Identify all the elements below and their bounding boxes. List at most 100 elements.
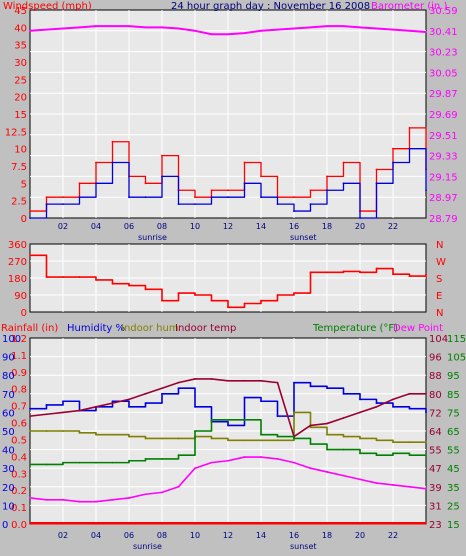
series-humidity--point xyxy=(293,381,295,384)
x-tick-label: 06 xyxy=(124,222,134,231)
series-barometer-point xyxy=(210,33,213,36)
series-humidity--point xyxy=(260,400,262,403)
series-rainfall-point xyxy=(260,522,262,525)
indoor-temp-tick-label: 31 xyxy=(429,501,442,512)
humidity-tick-label: 60 xyxy=(2,408,15,419)
series-indoor-temp-point xyxy=(144,392,147,395)
series-temperature-f--point xyxy=(111,461,114,464)
wind-left-ticks: 0 2.5 5 7.5 10 12.5 15 20 25 30 35 40 45 xyxy=(5,6,27,225)
series-humidity--point xyxy=(194,405,196,408)
y-right-tick-label: 29.87 xyxy=(429,89,458,100)
y-left-tick-label: 20 xyxy=(14,93,27,104)
series-windspeed-point xyxy=(29,217,31,219)
compass-label: S xyxy=(436,274,442,285)
series-humidity--point xyxy=(243,396,246,399)
indoor-temp-tick-label: 104 xyxy=(429,334,448,345)
legend-indoor-hum: Indoor hum xyxy=(121,323,179,334)
series-gust-point xyxy=(161,154,163,157)
series-gust-point xyxy=(227,189,229,192)
series-temperature-f--point xyxy=(128,459,130,462)
series-wind-direction-point xyxy=(408,275,411,278)
legend-temperature: Temperature (°F) xyxy=(312,323,398,334)
series-rainfall-point xyxy=(342,522,345,525)
series-windspeed-point xyxy=(144,196,147,199)
series-gust-point xyxy=(111,140,114,143)
series-indoor-temp-point xyxy=(177,381,180,384)
x-tick-label: 02 xyxy=(58,531,68,540)
x-tick-label: 04 xyxy=(91,222,101,231)
series-humidity--point xyxy=(161,392,163,395)
indoor-temp-tick-label: 47 xyxy=(429,464,442,475)
temp-x-ticks: 02 04 06 08 10 12 14 16 18 20 22 xyxy=(58,531,398,540)
x-tick-label: 12 xyxy=(223,222,233,231)
series-humidity--point xyxy=(29,407,31,410)
series-rainfall-point xyxy=(227,522,229,525)
series-barometer-point xyxy=(128,25,130,28)
x-tick-label: 16 xyxy=(289,222,299,231)
series-temperature-f--point xyxy=(276,435,279,438)
indoor-temp-tick-label: 80 xyxy=(429,390,442,401)
rain-tick-label: 0.7 xyxy=(11,402,27,413)
series-indoor-temp-point xyxy=(95,405,97,408)
series-barometer-point xyxy=(194,29,196,32)
series-humidity--point xyxy=(45,404,48,406)
series-indoor-hum-point xyxy=(177,437,180,440)
compass-label: N xyxy=(436,308,443,319)
series-wind-direction-point xyxy=(375,267,378,270)
series-temperature-f--point xyxy=(309,443,312,445)
series-dew-point-point xyxy=(375,482,378,484)
series-indoor-hum-point xyxy=(29,430,31,432)
rain-tick-label: 1.1 xyxy=(11,351,27,362)
series-gust-point xyxy=(342,161,345,164)
series-windspeed-point xyxy=(359,217,361,219)
y-right-tick-label: 29.15 xyxy=(429,172,458,183)
series-dew-point-point xyxy=(425,487,427,490)
series-indoor-temp-point xyxy=(276,381,279,384)
y-left-tick-label: 270 xyxy=(8,257,27,268)
series-rainfall-point xyxy=(161,522,163,525)
series-rainfall-point xyxy=(45,522,48,525)
series-indoor-hum-point xyxy=(95,433,97,436)
temp-sunset-label: sunset xyxy=(290,542,317,551)
series-rainfall-point xyxy=(62,522,64,525)
series-wind-direction-point xyxy=(194,294,196,296)
series-indoor-hum-point xyxy=(293,411,295,414)
series-rainfall-point xyxy=(144,522,147,525)
series-temperature-f--point xyxy=(375,454,378,457)
y-left-tick-label: 180 xyxy=(8,274,27,285)
series-indoor-hum-point xyxy=(243,439,246,442)
y-right-tick-label: 28.97 xyxy=(429,193,458,204)
series-indoor-hum-point xyxy=(342,435,345,438)
series-indoor-hum-point xyxy=(392,441,394,444)
series-temperature-f--point xyxy=(95,461,97,464)
series-wind-direction-point xyxy=(293,292,295,295)
x-tick-label: 10 xyxy=(190,531,200,540)
series-rainfall-point xyxy=(276,522,279,525)
series-indoor-temp-point xyxy=(243,379,246,382)
humidity-tick-label: 100 xyxy=(2,334,21,345)
series-temperature-f--line xyxy=(30,419,426,466)
series-wind-direction-point xyxy=(342,270,345,273)
series-dew-point-point xyxy=(359,478,361,481)
series-temperature-f--point xyxy=(243,418,246,421)
series-windspeed-point xyxy=(62,203,64,206)
series-gust-point xyxy=(45,196,48,199)
series-windspeed-point xyxy=(260,196,262,199)
series-temperature-f--point xyxy=(45,463,48,466)
series-wind-direction-point xyxy=(111,282,114,285)
direction-left-ticks: 0 90 180 270 360 xyxy=(8,240,27,319)
y-right-tick-label: 29.33 xyxy=(429,152,458,163)
series-gust-point xyxy=(243,161,246,164)
rain-tick-label: 0.4 xyxy=(11,452,27,463)
series-rainfall-point xyxy=(128,522,130,525)
series-indoor-hum-point xyxy=(161,437,163,440)
rain-tick-label: 0.9 xyxy=(11,368,27,379)
series-humidity--point xyxy=(144,402,147,404)
x-tick-label: 16 xyxy=(289,531,299,540)
series-humidity--point xyxy=(326,387,328,390)
x-tick-label: 08 xyxy=(157,222,167,231)
series-dew-point-point xyxy=(227,459,229,462)
x-tick-label: 18 xyxy=(322,222,332,231)
temperature-tick-label: 15 xyxy=(447,520,460,531)
